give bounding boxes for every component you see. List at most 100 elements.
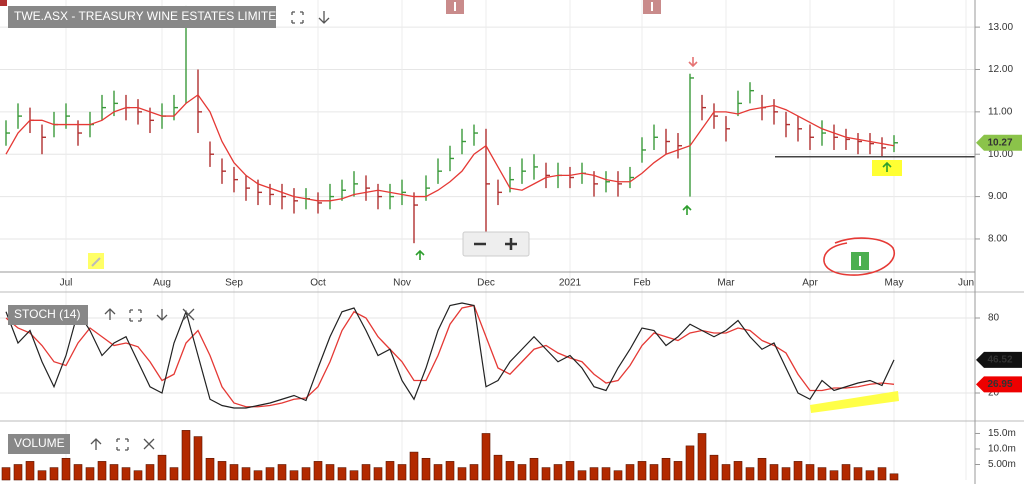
y-tick-label: 15.0m (988, 428, 1016, 439)
volume-bar (565, 461, 575, 481)
volume-bar (601, 467, 611, 481)
y-tick-label: 10.00 (988, 149, 1013, 160)
x-tick-label: Oct (310, 278, 326, 289)
volume-bar (469, 464, 479, 481)
volume-bar (337, 467, 347, 481)
volume-bar (445, 461, 455, 481)
volume-bar (25, 461, 35, 481)
volume-bar (481, 433, 491, 481)
volume-bar (793, 461, 803, 481)
volume-bar (865, 470, 875, 481)
x-tick-label: Nov (393, 278, 411, 289)
volume-icons (90, 438, 155, 451)
x-tick-label: Mar (717, 278, 735, 289)
volume-bar (301, 467, 311, 481)
volume-bar (577, 470, 587, 481)
volume-bar (169, 467, 179, 481)
stoch-icons (104, 308, 195, 322)
volume-bar (37, 470, 47, 481)
x-tick-label: Sep (225, 278, 243, 289)
x-tick-label: Apr (802, 278, 818, 289)
volume-bar (661, 457, 671, 481)
buy-arrows (415, 161, 892, 260)
volume-bar (853, 467, 863, 481)
y-tick-label: 5.00m (988, 459, 1016, 470)
volume-bar (829, 470, 839, 481)
volume-bar (217, 461, 227, 481)
volume-bar (529, 457, 539, 481)
zoom-in[interactable] (505, 238, 517, 250)
volume-bar (733, 461, 743, 481)
volume-bar (493, 454, 503, 481)
volume-bar (109, 464, 119, 481)
x-tick-label: Jul (60, 278, 73, 289)
annotation-circle (823, 237, 896, 276)
volume-bar (289, 470, 299, 481)
title-icons (291, 11, 330, 24)
volume-bar (193, 436, 203, 481)
highlight (810, 391, 899, 413)
zoom-control[interactable] (462, 231, 530, 257)
volume-bar (229, 464, 239, 481)
event-marker (0, 0, 7, 6)
volume-bar (73, 464, 83, 481)
volume-bar (409, 451, 419, 481)
volume-bar (421, 457, 431, 481)
volume-bar (265, 467, 275, 481)
volume-bar (85, 467, 95, 481)
volume-bar (877, 467, 887, 481)
stoch-k-label: 46.52 (987, 354, 1012, 365)
volume-bar (49, 467, 59, 481)
volume-bar (697, 433, 707, 481)
volume-bar (889, 473, 899, 481)
y-tick-label: 9.00 (988, 191, 1008, 202)
volume-bar (769, 464, 779, 481)
volume-bar (457, 467, 467, 481)
volume-title: VOLUME (14, 436, 65, 450)
chart-title: TWE.ASX - TREASURY WINE ESTATES LIMITED (14, 9, 285, 23)
volume-bar (757, 457, 767, 481)
volume-bar (553, 464, 563, 481)
volume-bar (277, 464, 287, 481)
y-tick-label: 80 (988, 313, 1000, 324)
y-tick-label: 20 (988, 388, 1000, 399)
x-tick-label: Dec (477, 278, 495, 289)
volume-bar (361, 464, 371, 481)
x-tick-label: Jun (958, 278, 974, 289)
x-tick-label: May (885, 278, 904, 289)
volume-bar (517, 464, 527, 481)
volume-bar (841, 464, 851, 481)
volume-bar (649, 464, 659, 481)
y-tick-label: 12.00 (988, 64, 1013, 75)
title-box (8, 6, 276, 28)
volume-bar (349, 470, 359, 481)
volume-bar (589, 467, 599, 481)
volume-bar (145, 464, 155, 481)
volume-bar (397, 464, 407, 481)
stoch-d-label-box (976, 376, 1022, 393)
annotation-pencil-glyph (91, 257, 101, 267)
stoch-d-label: 26.95 (987, 379, 1012, 390)
volume-bar (241, 467, 251, 481)
stoch-k-line (5, 302, 895, 409)
volume-bar (181, 430, 191, 481)
y-tick-label: 8.00 (988, 234, 1008, 245)
volume-bar (613, 470, 623, 481)
volume-bar (385, 461, 395, 481)
y-tick-label: 11.00 (988, 106, 1013, 117)
volume-bar (817, 467, 827, 481)
stoch-k-label-box (976, 351, 1022, 368)
volume-bar (313, 461, 323, 481)
volume-bar (433, 464, 443, 481)
moving-average (5, 93, 895, 202)
volume-bar (157, 454, 167, 481)
last-price-label-box (976, 134, 1022, 151)
volume-bar (1, 467, 11, 481)
stoch-d-line (5, 304, 895, 408)
volume-bar (781, 467, 791, 481)
stoch-title: STOCH (14) (14, 307, 80, 321)
volume-box (8, 434, 70, 454)
volume-bar (253, 470, 263, 481)
x-tick-label: Aug (153, 278, 171, 289)
